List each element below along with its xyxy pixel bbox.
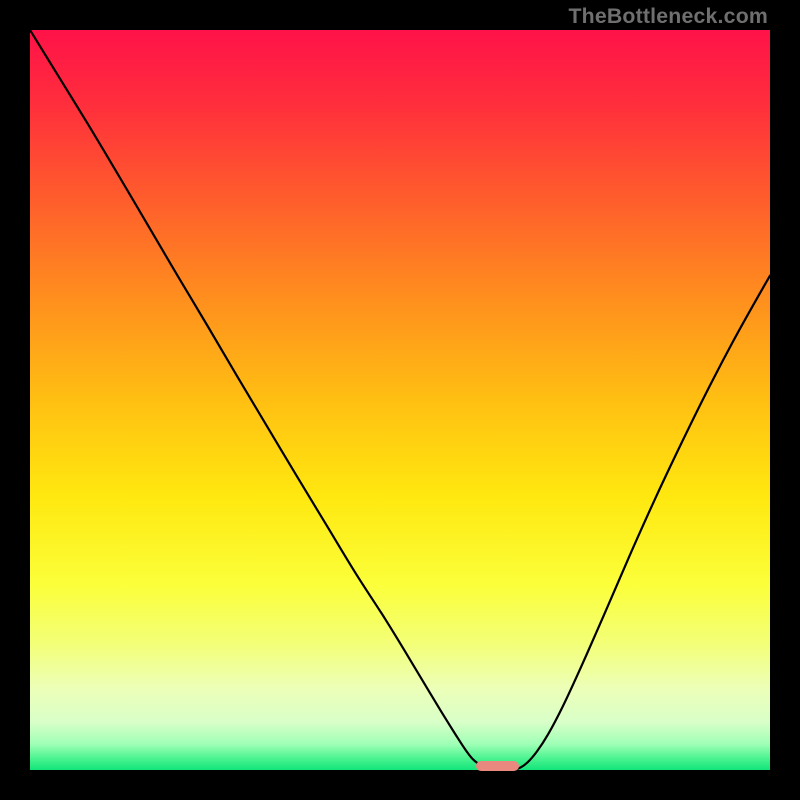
watermark-text: TheBottleneck.com (568, 4, 768, 29)
bottleneck-curve (30, 30, 770, 770)
chart-frame: TheBottleneck.com (0, 0, 800, 800)
plot-area (30, 30, 770, 770)
optimal-marker (476, 761, 519, 771)
